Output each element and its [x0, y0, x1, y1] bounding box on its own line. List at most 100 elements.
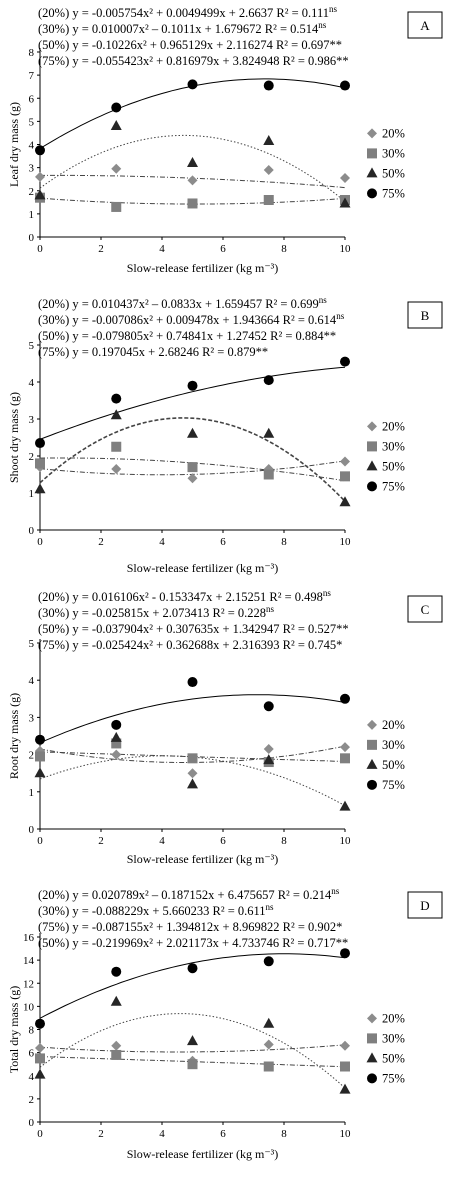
- data-point-75pct: [263, 375, 274, 386]
- y-tick-label: 0: [29, 1117, 35, 1129]
- data-point-75pct: [263, 80, 274, 91]
- x-tick-label: 0: [37, 243, 43, 255]
- y-axis-title: Total dry mass (g): [7, 986, 21, 1073]
- data-point-75pct: [340, 356, 350, 367]
- data-point-30pct: [263, 469, 274, 480]
- x-axis-title: Slow-release fertilizer (kg m⁻³): [127, 261, 279, 275]
- y-tick-label: 3: [29, 712, 35, 724]
- data-point-30pct: [187, 1059, 198, 1070]
- x-axis-title: Slow-release fertilizer (kg m⁻³): [127, 1147, 279, 1161]
- data-point-20pct: [263, 164, 274, 175]
- data-point-30pct: [35, 1053, 45, 1064]
- legend-marker: [367, 1073, 377, 1084]
- x-tick-label: 0: [37, 536, 43, 548]
- data-point-20pct: [35, 1043, 45, 1053]
- regression-equation: (20%) y = 0.010437x² – 0.0833x + 1.65945…: [38, 295, 327, 311]
- y-tick-label: 3: [29, 163, 35, 175]
- data-point-30pct: [263, 1061, 274, 1072]
- data-point-20pct: [187, 175, 198, 186]
- legend-marker: [367, 739, 377, 750]
- y-tick-label: 5: [29, 116, 35, 128]
- data-point-20pct: [340, 456, 350, 467]
- legend-marker: [367, 421, 377, 432]
- legend-label: 30%: [382, 1031, 405, 1045]
- data-point-20pct: [187, 473, 198, 484]
- data-point-50pct: [110, 120, 122, 130]
- y-tick-label: 10: [23, 1001, 35, 1013]
- panel-letter-box: [407, 595, 443, 623]
- regression-equation: (20%) y = 0.020789x² – 0.187152x + 6.475…: [38, 886, 340, 902]
- panel-letter: B: [421, 308, 430, 323]
- x-tick-label: 10: [340, 243, 352, 255]
- y-tick-label: 4: [29, 675, 35, 687]
- legend-label: 20%: [382, 419, 405, 433]
- legend-label: 20%: [382, 718, 405, 732]
- x-tick-label: 8: [281, 243, 287, 255]
- data-point-20pct: [111, 749, 122, 760]
- y-tick-label: 8: [29, 1025, 35, 1037]
- data-point-50pct: [263, 135, 275, 146]
- legend-marker: [366, 1052, 378, 1063]
- trend-line-50pct: [39, 417, 346, 502]
- data-point-20pct: [187, 768, 198, 779]
- regression-equation: (30%) y = -0.088229x + 5.660233 R² = 0.6…: [38, 902, 274, 918]
- y-tick-label: 6: [29, 1048, 35, 1060]
- data-point-30pct: [340, 471, 350, 482]
- data-point-30pct: [111, 738, 122, 749]
- data-point-50pct: [187, 1035, 198, 1046]
- data-point-75pct: [111, 719, 122, 730]
- legend-marker: [367, 128, 377, 139]
- y-tick-label: 4: [29, 1071, 35, 1083]
- legend-marker: [366, 167, 378, 178]
- panel-D: D (20%) y = 0.020789x² – 0.187152x + 6.47…: [7, 886, 443, 1161]
- y-tick-label: 2: [29, 186, 35, 198]
- y-tick-label: 12: [23, 978, 34, 990]
- data-point-75pct: [263, 956, 274, 967]
- legend-label: 75%: [382, 778, 405, 792]
- regression-equation: (50%) y = -0.037904x² + 0.307635x + 1.34…: [38, 622, 349, 636]
- panel-letter: A: [420, 18, 430, 33]
- y-tick-label: 3: [29, 414, 35, 426]
- x-tick-label: 4: [159, 243, 165, 255]
- panel-letter-box: [407, 301, 443, 329]
- y-axis-title: Leaf dry mass (g): [7, 102, 21, 187]
- regression-equation: (50%) y = -0.219969x² + 2.021173x + 4.73…: [38, 936, 348, 950]
- data-point-50pct: [34, 483, 46, 494]
- trend-line-20pct: [39, 1044, 346, 1053]
- data-point-50pct: [187, 778, 198, 789]
- y-axis-title: Shoot dry mass (g): [7, 392, 21, 483]
- legend-marker: [366, 758, 378, 769]
- data-point-20pct: [111, 463, 122, 474]
- legend-marker: [367, 148, 377, 159]
- y-tick-label: 4: [29, 377, 35, 389]
- data-point-30pct: [35, 751, 45, 762]
- data-point-20pct: [35, 171, 45, 182]
- data-point-50pct: [110, 409, 122, 420]
- trend-line-50pct: [39, 1013, 346, 1089]
- data-point-75pct: [187, 677, 198, 688]
- y-tick-label: 7: [29, 70, 35, 82]
- trend-line-75pct: [39, 694, 346, 744]
- x-axis-title: Slow-release fertilizer (kg m⁻³): [127, 852, 279, 866]
- x-tick-label: 6: [220, 835, 226, 847]
- panel-A: A (20%) y = -0.005754x² + 0.0049499x + 2.…: [7, 4, 443, 275]
- data-point-75pct: [111, 102, 122, 113]
- x-tick-label: 10: [340, 1128, 352, 1140]
- data-point-50pct: [34, 767, 46, 778]
- regression-equation: (30%) y = -0.007086x² + 0.009478x + 1.94…: [38, 311, 345, 327]
- data-point-75pct: [340, 948, 350, 959]
- data-point-30pct: [187, 753, 198, 764]
- regression-equation: (50%) y = -0.10226x² + 0.965129x + 2.116…: [38, 38, 342, 52]
- legend-label: 75%: [382, 479, 405, 493]
- data-point-50pct: [187, 157, 198, 167]
- regression-equation: (75%) y = -0.025424x² + 0.362688x + 2.31…: [38, 638, 342, 652]
- legend-label: 50%: [382, 459, 405, 473]
- panel-B: B (20%) y = 0.010437x² – 0.0833x + 1.6594…: [7, 295, 443, 575]
- x-tick-label: 6: [220, 1128, 226, 1140]
- data-point-75pct: [263, 701, 274, 712]
- panel-letter-box: [407, 891, 443, 919]
- x-tick-label: 8: [281, 835, 287, 847]
- data-point-75pct: [187, 79, 198, 90]
- data-point-75pct: [340, 80, 350, 91]
